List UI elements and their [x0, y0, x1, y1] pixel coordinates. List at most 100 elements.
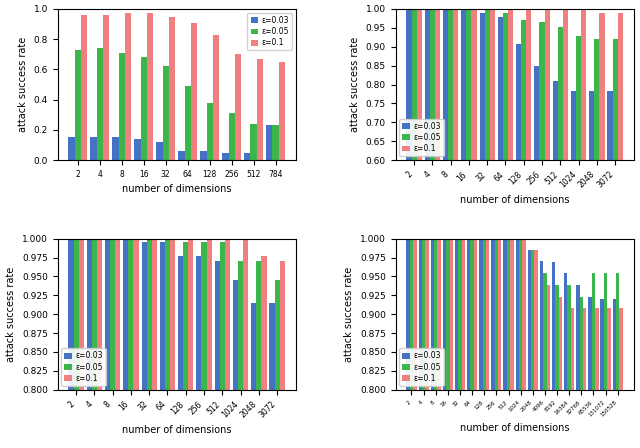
Bar	[425, 9, 430, 387]
Legend: ε=0.03, ε=0.05, ε=0.1: ε=0.03, ε=0.05, ε=0.1	[399, 119, 444, 156]
Bar	[261, 256, 266, 448]
Bar	[86, 239, 92, 448]
Bar	[141, 242, 147, 448]
Bar	[426, 239, 429, 448]
X-axis label: number of dimensions: number of dimensions	[460, 423, 570, 433]
Bar	[458, 239, 461, 448]
Bar	[115, 239, 120, 448]
Bar	[97, 48, 103, 160]
Bar	[243, 239, 248, 448]
Bar	[110, 239, 115, 448]
Bar	[160, 242, 165, 448]
Bar	[170, 239, 175, 448]
Bar	[141, 57, 147, 160]
Bar	[250, 124, 257, 160]
Bar	[443, 9, 448, 387]
Bar	[275, 280, 280, 448]
Bar	[474, 239, 477, 448]
Bar	[470, 239, 474, 448]
Bar	[184, 86, 191, 160]
Bar	[113, 138, 118, 160]
Bar	[125, 13, 131, 160]
Bar	[257, 59, 263, 160]
Y-axis label: attack success rate: attack success rate	[18, 37, 28, 132]
Bar	[483, 239, 486, 448]
Bar	[519, 239, 522, 448]
Bar	[278, 62, 285, 160]
Bar	[413, 239, 417, 448]
Bar	[417, 9, 422, 387]
Bar	[540, 261, 543, 448]
Bar	[516, 239, 519, 448]
Bar	[235, 54, 241, 160]
Bar	[607, 308, 611, 448]
Bar	[540, 22, 545, 387]
Bar	[498, 17, 503, 387]
Bar	[449, 239, 453, 448]
Bar	[79, 239, 84, 448]
Bar	[495, 239, 498, 448]
Bar	[595, 39, 600, 387]
Bar	[207, 239, 212, 448]
Bar	[612, 299, 616, 448]
Bar	[576, 36, 581, 387]
Bar	[75, 50, 81, 160]
Bar	[600, 299, 604, 448]
Bar	[212, 34, 219, 160]
Bar	[510, 239, 514, 448]
Bar	[453, 9, 458, 387]
Bar	[467, 9, 472, 387]
Bar	[430, 9, 435, 387]
Bar	[269, 303, 275, 448]
Bar	[105, 239, 110, 448]
Bar	[256, 261, 261, 448]
X-axis label: number of dimensions: number of dimensions	[460, 195, 570, 206]
Bar	[134, 239, 139, 448]
Y-axis label: attack success rate: attack success rate	[344, 267, 355, 362]
Bar	[486, 239, 490, 448]
Bar	[479, 239, 483, 448]
Bar	[504, 239, 507, 448]
Bar	[507, 239, 510, 448]
Bar	[522, 239, 525, 448]
Bar	[543, 273, 547, 448]
Bar	[188, 239, 193, 448]
Bar	[200, 151, 207, 160]
Bar	[581, 9, 586, 387]
Bar	[467, 239, 470, 448]
Bar	[600, 13, 605, 387]
Bar	[233, 280, 238, 448]
Bar	[455, 239, 458, 448]
Bar	[490, 9, 495, 387]
Bar	[419, 239, 422, 448]
Bar	[410, 239, 413, 448]
Bar	[595, 308, 598, 448]
Bar	[563, 9, 568, 387]
Bar	[557, 27, 563, 387]
Bar	[508, 9, 513, 387]
Bar	[202, 242, 207, 448]
Bar	[435, 9, 440, 387]
Bar	[461, 9, 467, 387]
Bar	[571, 308, 574, 448]
Bar	[225, 239, 230, 448]
Bar	[576, 285, 580, 448]
Bar	[503, 13, 508, 387]
Bar	[214, 261, 220, 448]
Bar	[438, 239, 441, 448]
Bar	[571, 91, 576, 387]
Bar	[545, 9, 550, 387]
Bar	[134, 139, 141, 160]
Bar	[492, 239, 495, 448]
Bar	[147, 239, 152, 448]
Bar	[124, 239, 129, 448]
Bar	[521, 20, 526, 387]
Bar	[207, 103, 212, 160]
X-axis label: number of dimensions: number of dimensions	[122, 425, 231, 435]
Bar	[589, 91, 595, 387]
Bar	[534, 66, 540, 387]
Bar	[559, 297, 562, 448]
Bar	[583, 308, 586, 448]
Bar	[165, 239, 170, 448]
Bar	[169, 17, 175, 160]
